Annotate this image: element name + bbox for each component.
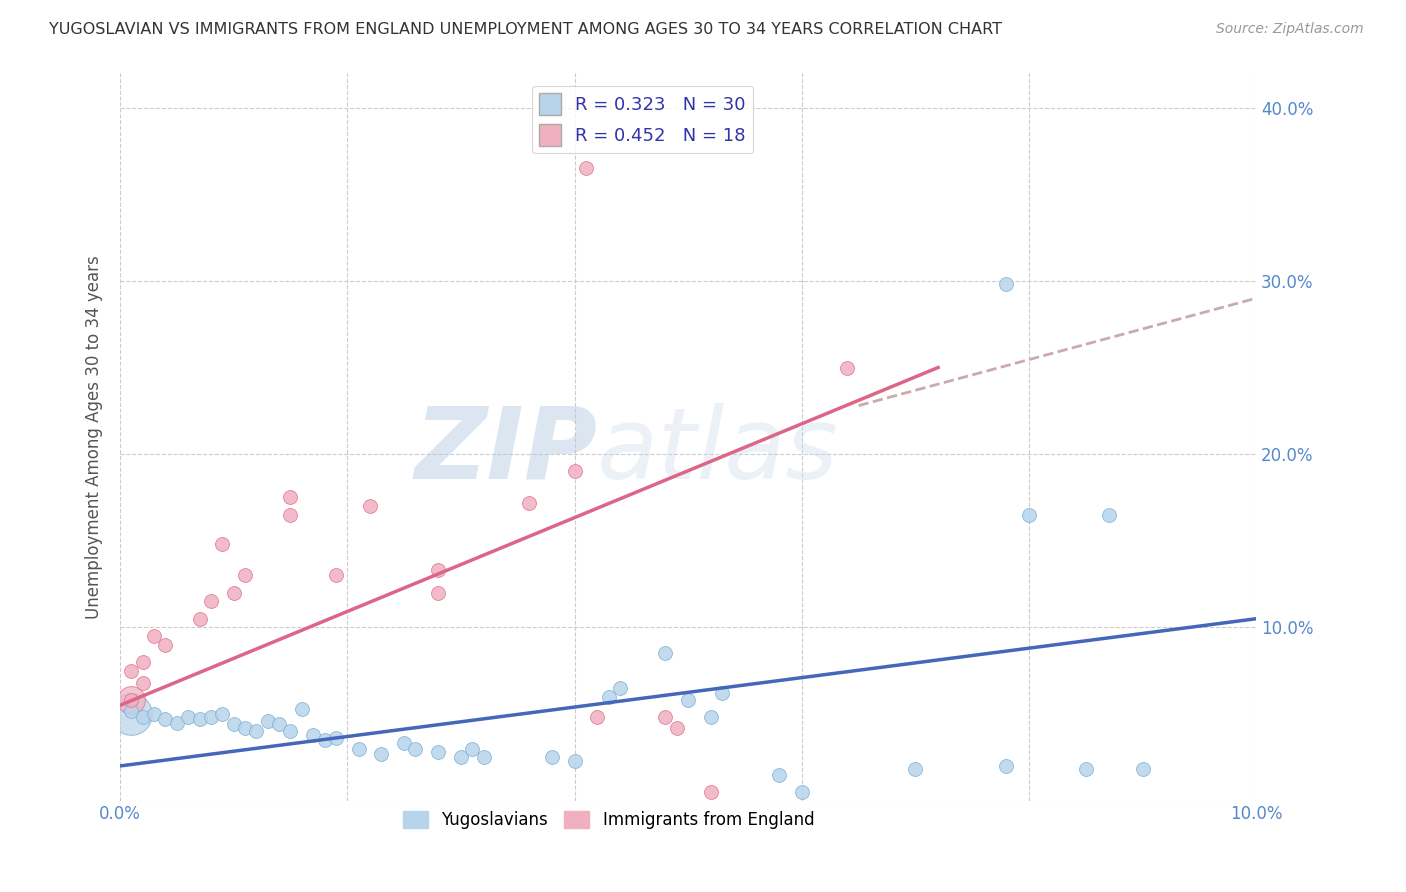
Point [564, 754, 586, 768]
Point [700, 710, 723, 724]
Point [654, 710, 676, 724]
Point [131, 710, 153, 724]
Point [211, 706, 233, 721]
Point [143, 629, 166, 643]
Point [280, 508, 302, 522]
Point [370, 747, 392, 761]
Point [1018, 508, 1040, 522]
Point [1132, 763, 1154, 777]
Point [131, 655, 153, 669]
Point [768, 767, 790, 781]
Point [1074, 763, 1097, 777]
Point [564, 465, 586, 479]
Point [211, 537, 233, 551]
Point [155, 638, 177, 652]
Point [120, 706, 142, 721]
Point [392, 736, 415, 750]
Point [325, 731, 347, 746]
Point [120, 704, 142, 718]
Point [280, 491, 302, 505]
Point [222, 585, 245, 599]
Point [609, 681, 631, 695]
Text: atlas: atlas [598, 403, 839, 500]
Point [575, 161, 598, 176]
Point [347, 741, 370, 756]
Point [233, 721, 256, 735]
Point [517, 495, 540, 509]
Point [200, 594, 222, 608]
Point [1097, 508, 1119, 522]
Point [540, 750, 562, 764]
Point [256, 714, 278, 728]
Point [267, 717, 290, 731]
Point [427, 585, 450, 599]
Point [427, 745, 450, 759]
Text: YUGOSLAVIAN VS IMMIGRANTS FROM ENGLAND UNEMPLOYMENT AMONG AGES 30 TO 34 YEARS CO: YUGOSLAVIAN VS IMMIGRANTS FROM ENGLAND U… [49, 22, 1002, 37]
Point [188, 612, 211, 626]
Point [166, 715, 188, 730]
Point [291, 702, 314, 716]
Point [790, 785, 813, 799]
Point [461, 741, 484, 756]
Point [450, 750, 472, 764]
Point [598, 690, 620, 704]
Point [665, 721, 688, 735]
Point [131, 675, 153, 690]
Point [233, 568, 256, 582]
Point [427, 563, 450, 577]
Text: Source: ZipAtlas.com: Source: ZipAtlas.com [1216, 22, 1364, 37]
Point [120, 693, 142, 707]
Point [280, 724, 302, 739]
Point [302, 728, 325, 742]
Legend: R = 0.323   N = 30, R = 0.452   N = 18: R = 0.323 N = 30, R = 0.452 N = 18 [531, 86, 754, 153]
Point [188, 712, 211, 726]
Point [837, 360, 859, 375]
Y-axis label: Unemployment Among Ages 30 to 34 years: Unemployment Among Ages 30 to 34 years [86, 255, 103, 619]
Point [995, 277, 1018, 292]
Text: ZIP: ZIP [415, 403, 598, 500]
Point [143, 706, 166, 721]
Point [314, 733, 336, 747]
Point [676, 693, 699, 707]
Point [359, 499, 381, 513]
Point [711, 686, 734, 700]
Point [120, 693, 142, 707]
Point [155, 712, 177, 726]
Point [404, 741, 426, 756]
Point [586, 710, 609, 724]
Point [995, 759, 1018, 773]
Point [200, 710, 222, 724]
Point [177, 710, 200, 724]
Point [472, 750, 495, 764]
Point [325, 568, 347, 582]
Point [120, 664, 142, 678]
Point [222, 717, 245, 731]
Point [654, 646, 676, 660]
Point [904, 763, 927, 777]
Point [245, 724, 267, 739]
Point [700, 785, 723, 799]
